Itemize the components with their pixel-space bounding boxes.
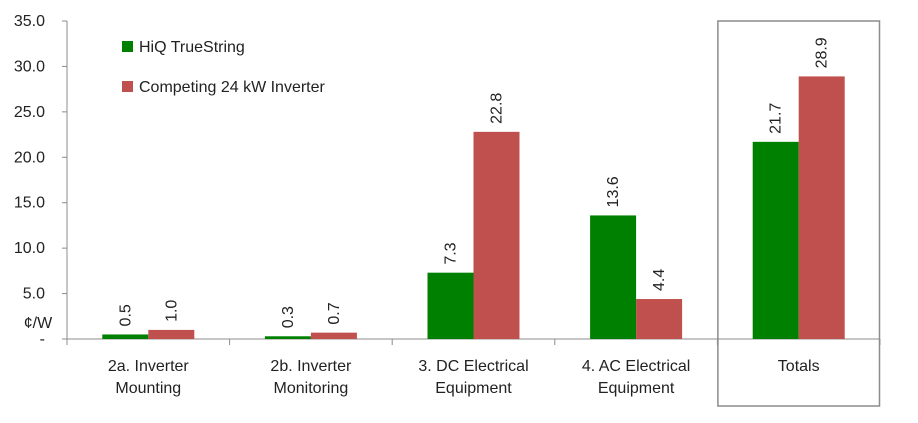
x-category-label: Equipment [435,380,512,397]
bar [148,329,195,339]
bar [590,215,637,339]
x-category-label: Monitoring [274,380,349,397]
legend-label: HiQ TrueString [139,39,245,56]
bar [310,332,357,339]
y-tick-label: 15.0 [14,195,45,212]
data-label: 21.7 [768,103,785,134]
x-category-label: Mounting [115,380,181,397]
y-tick-label: 10.0 [14,240,45,257]
bar [102,334,149,339]
y-tick-label: - [40,331,45,348]
x-category-label: Equipment [598,380,675,397]
y-unit-label: ¢/W [24,315,53,332]
data-label: 7.3 [443,242,460,264]
x-category-label: Totals [778,358,820,375]
bar [798,76,845,340]
y-tick-label: 25.0 [14,104,45,121]
x-category-label: 3. DC Electrical [418,358,528,375]
bar [264,336,311,339]
bar [473,131,520,339]
y-tick-label: 35.0 [14,13,45,30]
data-label: 0.3 [280,306,297,328]
data-label: 4.4 [651,269,668,291]
data-label: 28.9 [814,37,831,68]
bar [636,299,683,339]
bar [427,272,474,339]
data-label: 0.7 [326,302,343,324]
data-label: 0.5 [117,304,134,326]
data-label: 13.6 [605,176,622,207]
data-label: 1.0 [163,300,180,322]
bar [752,141,799,339]
x-category-label: 4. AC Electrical [582,358,690,375]
legend-swatch [122,41,133,52]
y-tick-label: 30.0 [14,58,45,75]
y-tick-label: 5.0 [23,286,45,303]
legend-swatch [122,81,133,92]
y-tick-label: 20.0 [14,149,45,166]
x-category-label: 2a. Inverter [108,358,190,375]
x-category-label: 2b. Inverter [270,358,352,375]
data-label: 22.8 [489,93,506,124]
highlight-box [717,20,881,407]
legend-label: Competing 24 kW Inverter [139,79,326,96]
